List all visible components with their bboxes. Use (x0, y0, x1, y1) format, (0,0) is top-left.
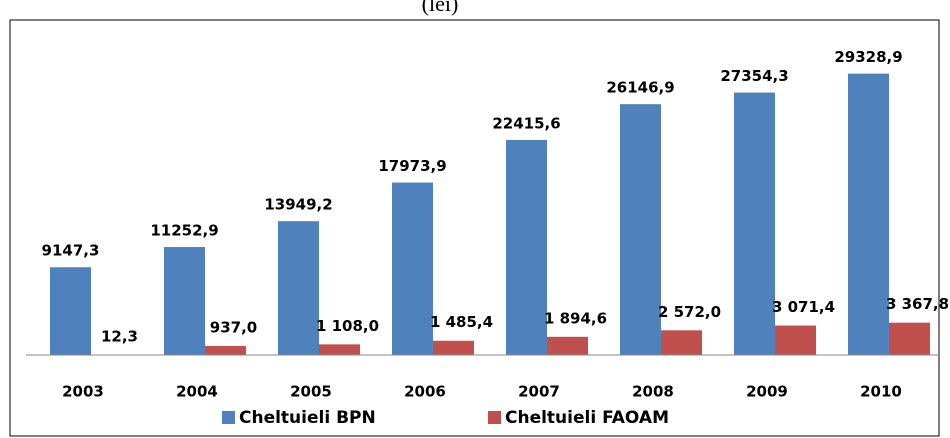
bar (278, 221, 319, 355)
data-label: 3 071,4 (772, 298, 835, 316)
x-tick-label: 2003 (62, 383, 104, 401)
x-tick-label: 2008 (632, 383, 674, 401)
x-tick-label: 2007 (518, 383, 560, 401)
data-label: 13949,2 (264, 196, 332, 214)
x-tick-label: 2006 (404, 383, 446, 401)
bar (506, 139, 547, 355)
data-label: 11252,9 (150, 222, 218, 240)
bar (620, 104, 661, 356)
chart-title: (lei) (422, 0, 459, 16)
bar (661, 330, 702, 355)
data-label: 1 485,4 (430, 313, 493, 331)
bar (889, 322, 930, 355)
bar (547, 336, 588, 355)
data-label: 2 572,0 (658, 303, 721, 321)
x-tick-label: 2009 (746, 383, 788, 401)
bar (775, 325, 816, 355)
data-label: 1 894,6 (544, 309, 607, 327)
legend-label: Cheltuieli FAOAM (505, 408, 669, 428)
bar (392, 182, 433, 355)
x-tick-label: 2004 (176, 383, 218, 401)
bar (848, 73, 889, 356)
bar (433, 340, 474, 355)
legend-swatch (222, 411, 235, 424)
data-label: 26146,9 (606, 79, 674, 97)
data-label: 12,3 (101, 327, 138, 345)
data-label: 29328,9 (834, 48, 902, 66)
chart-border (9, 19, 940, 437)
data-label: 27354,3 (720, 67, 788, 85)
bar (50, 267, 91, 355)
x-tick-label: 2010 (860, 383, 902, 401)
data-label: 1 108,0 (316, 317, 379, 335)
bar (205, 346, 246, 355)
bar (319, 344, 360, 355)
data-label: 17973,9 (378, 157, 446, 175)
data-label: 3 367,8 (886, 295, 949, 313)
x-tick-label: 2005 (290, 383, 332, 401)
data-label: 22415,6 (492, 114, 560, 132)
legend-swatch (488, 411, 501, 424)
bar (164, 247, 205, 355)
data-label: 937,0 (210, 319, 257, 337)
legend-label: Cheltuieli BPN (239, 408, 376, 428)
bar (734, 92, 775, 355)
data-label: 9147,3 (42, 242, 100, 260)
